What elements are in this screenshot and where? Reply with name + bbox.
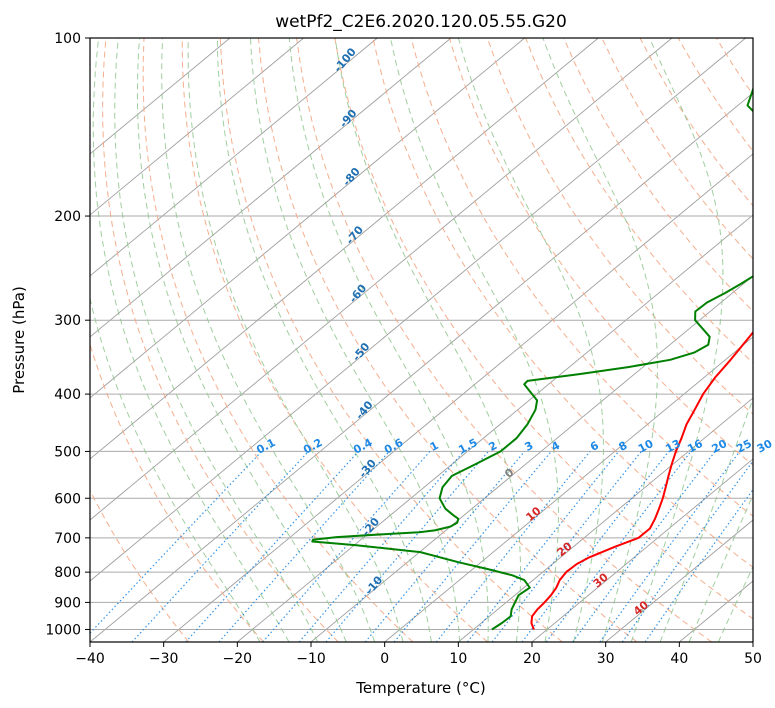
- mixing-ratio-line: [599, 451, 741, 642]
- x-tick-label: −20: [223, 651, 253, 667]
- mixing-ratio-line: [131, 450, 309, 642]
- mixing-ratio-line: [572, 451, 716, 642]
- mixing-ratio-line: [185, 450, 359, 642]
- mixing-ratio-label: 30: [755, 437, 775, 456]
- plot-frame: [89, 37, 754, 643]
- dry-adiabat-line: [90, 342, 264, 642]
- plot-background: [90, 38, 753, 642]
- mixing-ratio-label: 20: [710, 437, 730, 456]
- profile-line: [311, 86, 753, 631]
- isotherm-line: [90, 38, 452, 338]
- moist-adiabat-line: [288, 38, 489, 642]
- moist-adiabat-line: [457, 38, 604, 642]
- dry-adiabat-line: [296, 38, 712, 642]
- isotherm-line: [163, 153, 753, 642]
- isotherm-line: [90, 38, 231, 155]
- series-layer: [311, 86, 753, 631]
- moist-adiabat-line: [390, 38, 559, 642]
- mixing-ratio-label: 13: [663, 437, 683, 456]
- mixing-ratio-line: [364, 451, 526, 642]
- y-tick-label: 700: [54, 531, 81, 547]
- dry-adiabat-line: [334, 38, 753, 620]
- y-axis-title: Pressure (hPa): [10, 286, 28, 394]
- isotherm-line: [384, 336, 753, 642]
- x-tick-label: 0: [380, 651, 389, 667]
- moist-adiabat-line: [161, 38, 376, 642]
- axis-layer: −40 −30 −20 −10 0 10 20 30 40 50 100 200 300 400 500 60…: [45, 31, 762, 667]
- isotherm-line: [90, 38, 599, 460]
- isotherm-line: [605, 519, 753, 642]
- moist-adiabat-line: [114, 38, 319, 642]
- isotherm-line: [90, 38, 525, 399]
- isotherm-line: [90, 38, 304, 216]
- moist-adiabat-line: [136, 38, 347, 642]
- isotherm-line: [752, 641, 753, 642]
- dry-adiabat-line: [410, 38, 753, 517]
- dry-adiabat-line: [372, 38, 753, 568]
- x-tick-label: 20: [523, 651, 541, 667]
- mixing-ratio-line: [325, 451, 489, 642]
- mixing-ratio-label: 16: [685, 437, 705, 456]
- mixing-ratio-label: 10: [636, 437, 656, 456]
- y-tick-label: 100: [54, 31, 81, 47]
- moist-adiabat-line: [90, 296, 261, 642]
- x-axis-title: Temperature (°C): [355, 679, 485, 697]
- y-tick-label: 600: [54, 491, 81, 507]
- mixing-ratio-line: [621, 460, 753, 642]
- mixing-ratio-line: [644, 488, 753, 642]
- moist-adiabat-line: [542, 38, 658, 642]
- moist-adiabat-line: [250, 38, 461, 642]
- isotherm-line: [531, 458, 753, 642]
- mixing-ratio-label: 25: [734, 437, 754, 456]
- moist-adiabat-line: [630, 38, 724, 642]
- chart-title: wetPf2_C2E6.2020.120.05.55.G20: [275, 12, 567, 32]
- dry-adiabat-line: [258, 38, 638, 642]
- dry-adiabat-line: [90, 489, 190, 642]
- x-tick-label: −30: [149, 651, 179, 667]
- y-tick-label: 200: [54, 209, 81, 225]
- moist-adiabat-line: [187, 38, 404, 642]
- x-tick-label: −10: [296, 651, 326, 667]
- mixing-ratio-line: [218, 450, 390, 642]
- moist-adiabat-line: [216, 38, 432, 642]
- y-tick-label: 300: [54, 313, 81, 329]
- moist-adiabat-line: [92, 38, 290, 642]
- isotherm-line: [90, 38, 673, 521]
- dry-adiabat-line: [181, 38, 488, 642]
- mixing-ratio-line: [393, 451, 552, 642]
- isotherm-line: [90, 38, 746, 582]
- y-tick-label: 400: [54, 387, 81, 403]
- x-tick-label: 30: [597, 651, 615, 667]
- y-tick-label: 900: [54, 595, 81, 611]
- y-tick-label: 800: [54, 565, 81, 581]
- x-tick-label: 50: [744, 651, 762, 667]
- mixing-ratio-line: [521, 451, 670, 642]
- isotherm-line: [90, 92, 753, 642]
- moist-adiabat-line: [334, 38, 521, 642]
- y-tick-label: 500: [54, 444, 81, 460]
- dry-adiabat-line: [102, 38, 339, 642]
- dry-adiabat-line: [755, 38, 775, 642]
- dry-adiabat-line: [219, 38, 563, 642]
- isotherm-line: [90, 38, 378, 277]
- x-tick-label: 10: [449, 651, 467, 667]
- mixing-ratio-line: [435, 451, 591, 642]
- mixing-ratio-line: [90, 450, 263, 635]
- y-tick-label: 1000: [45, 622, 81, 638]
- isotherm-line: [458, 397, 753, 642]
- mixing-ratio-line: [545, 451, 692, 642]
- x-tick-label: −40: [75, 651, 105, 667]
- grid-layer: [90, 38, 775, 642]
- profile-line: [530, 330, 753, 630]
- isotherm-line: [237, 214, 753, 642]
- x-tick-label: 40: [670, 651, 688, 667]
